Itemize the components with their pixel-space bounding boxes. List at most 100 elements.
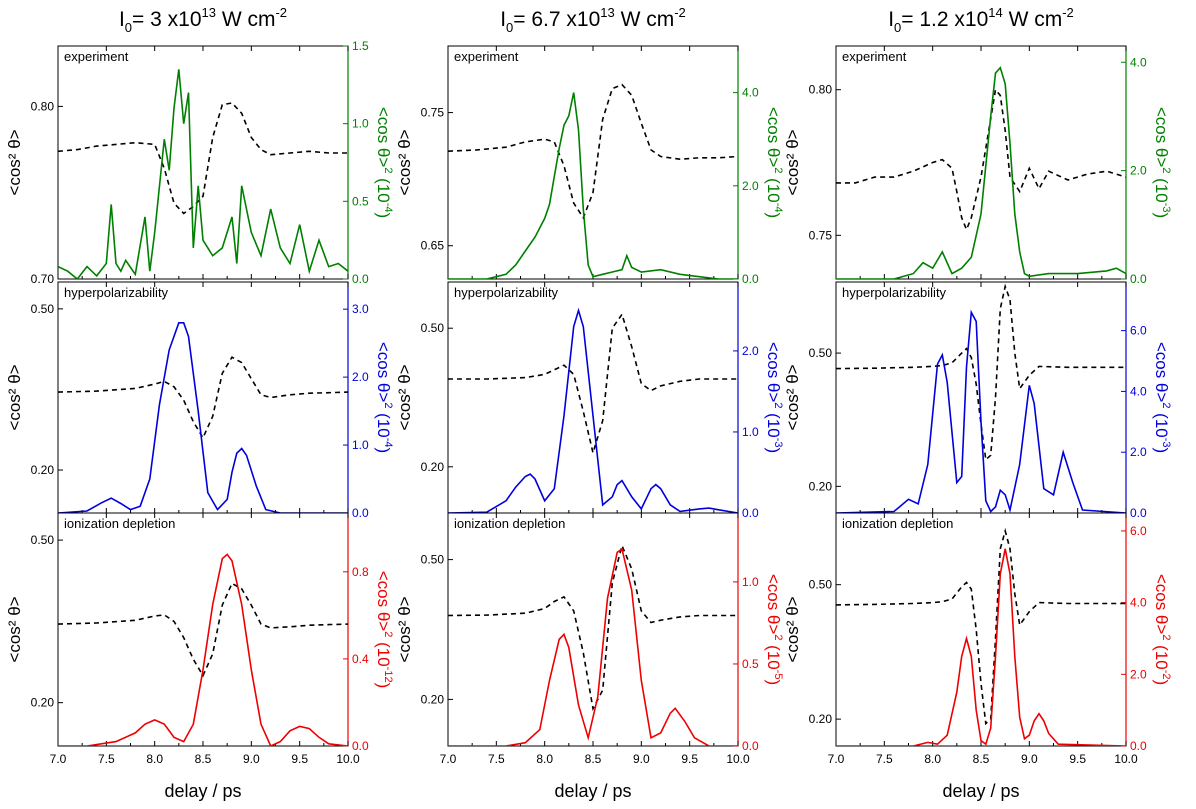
right-tick-label: 1.0 [352,117,369,131]
panel-title: ionization depletion [842,516,953,531]
column-title-2: I0= 6.7 x1013 W cm-2 [500,5,686,35]
right-axis-label: <cos θ>2 (10-3) [1152,107,1172,218]
x-tick-label: 7.0 [440,752,457,766]
left-tick-label: 0.75 [809,228,833,242]
right-axis-label: <cos θ>2 (10-12) [374,571,394,689]
right-axis-label: <cos θ>2 (10-3) [764,342,784,453]
panel-title: hyperpolarizability [64,285,169,300]
right-tick-label: 0.0 [1130,272,1147,286]
x-tick-label: 7.5 [488,752,505,766]
left-axis-label: <cos² θ> [395,129,414,195]
x-tick-label: 8.0 [536,752,553,766]
left-tick-label: 0.20 [809,479,833,493]
panel-hyperpolarizability-col2: hyperpolarizability 0.20 0.50 0.0 1.0 2.0 <cos… [395,281,784,520]
left-axis-label: <cos² θ> [5,129,24,195]
right-tick-label: 0.0 [742,506,759,520]
left-tick-label: 0.75 [421,106,445,120]
cos-squared-solid-series [836,309,1126,513]
left-tick-label: 0.50 [421,553,445,567]
x-tick-label: 8.0 [924,752,941,766]
right-tick-label: 2.0 [742,344,759,358]
panel-title: experiment [454,49,519,64]
panel-frame [447,45,739,280]
right-tick-label: 2.0 [1130,667,1147,681]
cos-squared-solid-series [448,307,738,513]
right-tick-label: 4.0 [742,86,759,100]
panel-title: ionization depletion [454,516,565,531]
left-tick-label: 0.20 [31,696,55,710]
cos2-dashed-series [836,283,1126,462]
cos-squared-solid-series [58,553,348,746]
x-axis-label-1: delay / ps [164,781,241,801]
right-tick-label: 0.0 [1130,739,1147,753]
right-axis-label: <cos θ>2 (10-4) [764,107,784,218]
panel-title: hyperpolarizability [454,285,559,300]
left-tick-label: 0.65 [421,239,445,253]
right-tick-label: 3.0 [352,302,369,316]
left-axis-label: <cos² θ> [783,129,802,195]
left-axis-label: <cos² θ> [5,364,24,430]
x-tick-label: 8.0 [146,752,163,766]
panel-experiment-col1: experiment 0.70 0.80 0.0 0.5 1.0 1.5 <cos² θ> <c… [5,39,394,286]
right-tick-label: 6.0 [1130,324,1147,338]
right-tick-label: 1.0 [352,438,369,452]
x-tick-label: 7.0 [828,752,845,766]
right-tick-label: 0.4 [352,652,369,666]
right-tick-label: 0.5 [742,657,759,671]
left-tick-label: 0.50 [31,302,55,316]
right-tick-label: 2.0 [1130,164,1147,178]
cos-squared-solid-series [836,66,1126,279]
right-axis-label: <cos θ>2 (10-5) [764,574,784,685]
right-tick-label: 6.0 [1130,524,1147,538]
cos2-dashed-series [58,582,348,678]
x-tick-label: 9.0 [243,752,260,766]
right-tick-label: 4.0 [1130,55,1147,69]
column-title-3: I0= 1.2 x1014 W cm-2 [888,5,1074,35]
right-tick-label: 0.8 [352,565,369,579]
right-tick-label: 4.0 [1130,596,1147,610]
left-axis-label: <cos² θ> [395,596,414,662]
x-tick-label: 8.5 [585,752,602,766]
column-titles: I0= 3 x1013 W cm-2 I0= 6.7 x1013 W cm-2 I0… [119,5,1074,35]
right-tick-label: 0.0 [1130,506,1147,520]
left-tick-label: 0.80 [31,99,55,113]
cos2-dashed-series [58,102,348,215]
panel-frame [447,281,739,514]
panel-frame [57,281,349,514]
x-tick-label: 10.0 [1114,752,1138,766]
cos2-dashed-series [448,312,738,457]
left-tick-label: 0.20 [31,463,55,477]
panel-frame [835,281,1127,514]
left-tick-label: 0.70 [31,272,55,286]
right-axis-label: <cos θ>2 (10-2) [1152,574,1172,685]
right-tick-label: 0.0 [742,272,759,286]
right-tick-label: 0.0 [742,739,759,753]
x-tick-label: 7.5 [876,752,893,766]
cos-squared-solid-series [448,547,738,746]
panel-frame [447,512,739,747]
right-tick-label: 1.5 [352,39,369,53]
cos-squared-solid-series [448,92,738,279]
right-axis-label: <cos θ>2 (10-4) [374,107,394,218]
right-tick-label: 0.5 [352,194,369,208]
right-tick-label: 1.0 [742,575,759,589]
right-tick-label: 4.0 [1130,384,1147,398]
x-tick-label: 7.5 [98,752,115,766]
left-axis-label: <cos² θ> [783,596,802,662]
panel-ionization-depletion-col3: ionization depletion 7.0 7.5 8.0 8.5 9.0 9.5 10… [783,512,1172,766]
cos2-dashed-series [58,356,348,440]
right-tick-label: 2.0 [1130,445,1147,459]
right-tick-label: 2.0 [352,370,369,384]
right-tick-label: 0.0 [352,272,369,286]
left-tick-label: 0.50 [421,321,445,335]
x-axis-label-3: delay / ps [942,781,1019,801]
panel-frame [835,45,1127,280]
cos2-dashed-series [448,83,738,220]
left-tick-label: 0.50 [809,578,833,592]
panel-experiment-col2: experiment 0.65 0.75 0.0 2.0 4.0 <cos² θ> <cos … [395,45,784,286]
x-tick-label: 9.5 [1069,752,1086,766]
x-tick-label: 10.0 [726,752,750,766]
left-tick-label: 0.50 [31,533,55,547]
